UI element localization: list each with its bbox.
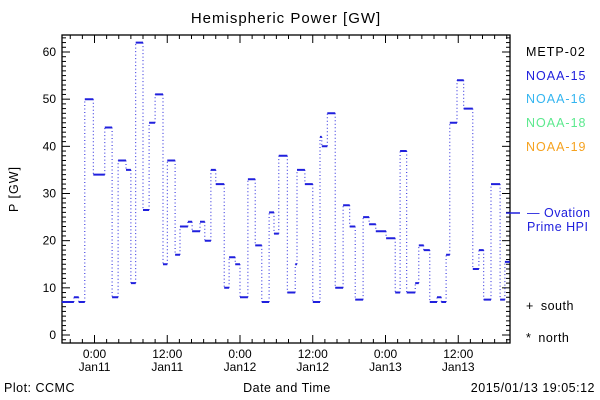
legend-ovation-line2: Prime HPI xyxy=(527,220,589,234)
svg-text:12:00: 12:00 xyxy=(152,347,182,361)
svg-text:Jan11: Jan11 xyxy=(79,360,111,374)
x-axis-label: Date and Time xyxy=(243,381,331,395)
legend-ovation-line1: — Ovation xyxy=(527,206,591,220)
svg-text:Jan13: Jan13 xyxy=(442,360,475,374)
plus-symbol: + xyxy=(526,299,534,313)
south-label: south xyxy=(540,299,574,313)
north-label: north xyxy=(538,331,570,345)
svg-text:12:00: 12:00 xyxy=(298,347,328,361)
svg-text:0: 0 xyxy=(49,328,56,342)
svg-text:50: 50 xyxy=(43,92,57,106)
legend-item-noaa-16: NOAA-16 xyxy=(526,92,587,106)
chart-title: Hemispheric Power [GW] xyxy=(190,10,382,27)
legend-marker-south: + south xyxy=(526,299,574,313)
y-axis-label: P [GW] xyxy=(7,165,21,213)
svg-text:60: 60 xyxy=(43,45,57,59)
svg-text:40: 40 xyxy=(43,139,57,153)
svg-text:30: 30 xyxy=(43,186,57,200)
asterisk-symbol: * xyxy=(526,331,532,345)
svg-text:Jan13: Jan13 xyxy=(369,360,402,374)
svg-text:0:00: 0:00 xyxy=(374,347,398,361)
plot-credit: Plot: CCMC xyxy=(4,381,75,395)
legend-item-noaa-15: NOAA-15 xyxy=(526,69,587,83)
svg-text:Jan12: Jan12 xyxy=(224,360,257,374)
svg-text:10: 10 xyxy=(43,281,57,295)
svg-text:20: 20 xyxy=(43,234,57,248)
svg-text:Jan11: Jan11 xyxy=(151,360,183,374)
legend-item-noaa-18: NOAA-18 xyxy=(526,116,587,130)
svg-text:0:00: 0:00 xyxy=(228,347,252,361)
plot-timestamp: 2015/01/13 19:05:12 xyxy=(470,381,595,395)
legend-item-metp-02: METP-02 xyxy=(526,45,586,59)
legend-item-noaa-19: NOAA-19 xyxy=(526,140,587,154)
legend-marker-north: * north xyxy=(526,331,569,345)
svg-text:12:00: 12:00 xyxy=(443,347,473,361)
svg-text:0:00: 0:00 xyxy=(83,347,107,361)
svg-text:Jan12: Jan12 xyxy=(296,360,329,374)
